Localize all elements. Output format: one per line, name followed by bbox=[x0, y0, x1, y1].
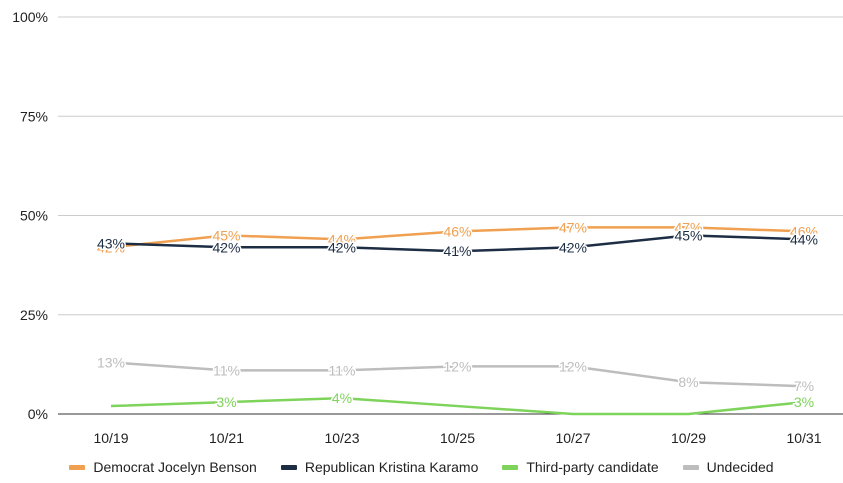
series-line-1 bbox=[110, 234, 805, 253]
data-label: 44% bbox=[790, 231, 818, 247]
x-tick-label: 10/21 bbox=[209, 430, 244, 446]
series-line-3 bbox=[110, 361, 805, 388]
y-tick-label: 75% bbox=[20, 108, 48, 124]
legend-swatch bbox=[280, 464, 297, 470]
series-lines bbox=[110, 226, 805, 416]
legend-item: Undecided bbox=[682, 459, 774, 475]
data-label: 43% bbox=[97, 235, 125, 251]
data-label: 11% bbox=[213, 362, 240, 378]
data-label: 42% bbox=[559, 239, 587, 255]
x-tick-label: 10/19 bbox=[93, 430, 128, 446]
series-line-0 bbox=[110, 226, 805, 249]
y-tick-label: 0% bbox=[28, 406, 48, 422]
data-label: 45% bbox=[674, 227, 702, 243]
data-labels: 42%45% 44% 46% 47% 47% 46%43% 42% 42% 41% 42%45% 4… bbox=[95, 218, 819, 412]
legend-swatch bbox=[69, 464, 86, 470]
data-label: 46% bbox=[790, 223, 818, 239]
x-tick-label: 10/29 bbox=[671, 430, 706, 446]
x-tick-label: 10/25 bbox=[440, 430, 475, 446]
data-label: 12% bbox=[443, 358, 471, 374]
data-label: 46% bbox=[443, 223, 471, 239]
series-line-2 bbox=[110, 396, 805, 416]
data-label: 3% bbox=[216, 394, 236, 410]
data-label: 42% bbox=[212, 239, 240, 255]
data-label: 12% bbox=[559, 358, 587, 374]
data-label: 44% bbox=[328, 231, 356, 247]
data-label: 41% bbox=[443, 243, 471, 259]
data-label: 4% bbox=[332, 390, 352, 406]
x-tick-label: 10/27 bbox=[555, 430, 590, 446]
x-axis-tick-labels: 10/19 10/21 10/23 10/25 10/27 10/29 10/31 bbox=[93, 430, 821, 446]
data-label: 13% bbox=[97, 354, 125, 370]
data-label: 8% bbox=[678, 374, 698, 390]
data-label: 3% bbox=[794, 394, 814, 410]
data-label: 11% bbox=[329, 362, 356, 378]
legend-label: Democrat Jocelyn Benson bbox=[93, 459, 257, 475]
legend-item: Republican Kristina Karamo bbox=[280, 459, 479, 475]
y-tick-label: 25% bbox=[20, 307, 48, 323]
y-axis-tick-labels: 0% 25% 50% 75% 100% bbox=[12, 9, 48, 422]
x-tick-label: 10/31 bbox=[786, 430, 821, 446]
data-label: 47% bbox=[559, 219, 587, 235]
legend-label: Third-party candidate bbox=[526, 459, 659, 475]
legend-swatch bbox=[682, 464, 699, 470]
legend: Democrat Jocelyn Benson Republican Kristi… bbox=[0, 452, 843, 482]
legend-item: Democrat Jocelyn Benson bbox=[69, 459, 257, 475]
legend-swatch bbox=[502, 464, 519, 470]
legend-label: Undecided bbox=[706, 459, 774, 475]
gridlines bbox=[58, 16, 843, 415]
data-label: 42% bbox=[328, 239, 356, 255]
data-label: 45% bbox=[212, 227, 240, 243]
legend-item: Third-party candidate bbox=[502, 459, 659, 475]
legend-label: Republican Kristina Karamo bbox=[304, 459, 479, 475]
x-tick-label: 10/23 bbox=[324, 430, 359, 446]
y-tick-label: 100% bbox=[12, 9, 48, 25]
data-label: 42% bbox=[97, 239, 125, 255]
y-tick-label: 50% bbox=[20, 208, 48, 224]
data-label: 7% bbox=[794, 378, 814, 394]
data-label: 47% bbox=[674, 219, 702, 235]
